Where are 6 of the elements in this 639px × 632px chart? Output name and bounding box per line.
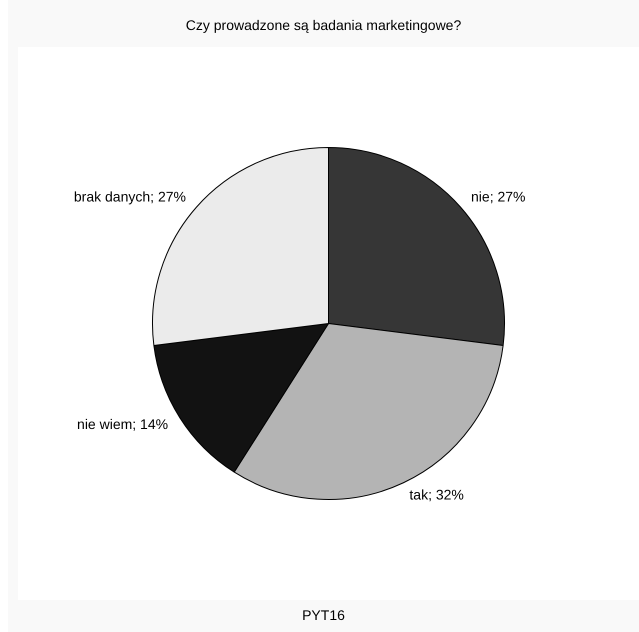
slice-label: brak danych; 27%: [74, 188, 186, 205]
slice-label: tak; 32%: [409, 486, 464, 502]
text: PYT16: [301, 607, 346, 623]
chart-title: Czy prowadzone są badania marketingowe?: [184, 17, 462, 33]
slice-label: nie wiem; 14%: [77, 416, 168, 432]
slice-label: nie; 27%: [471, 188, 526, 205]
